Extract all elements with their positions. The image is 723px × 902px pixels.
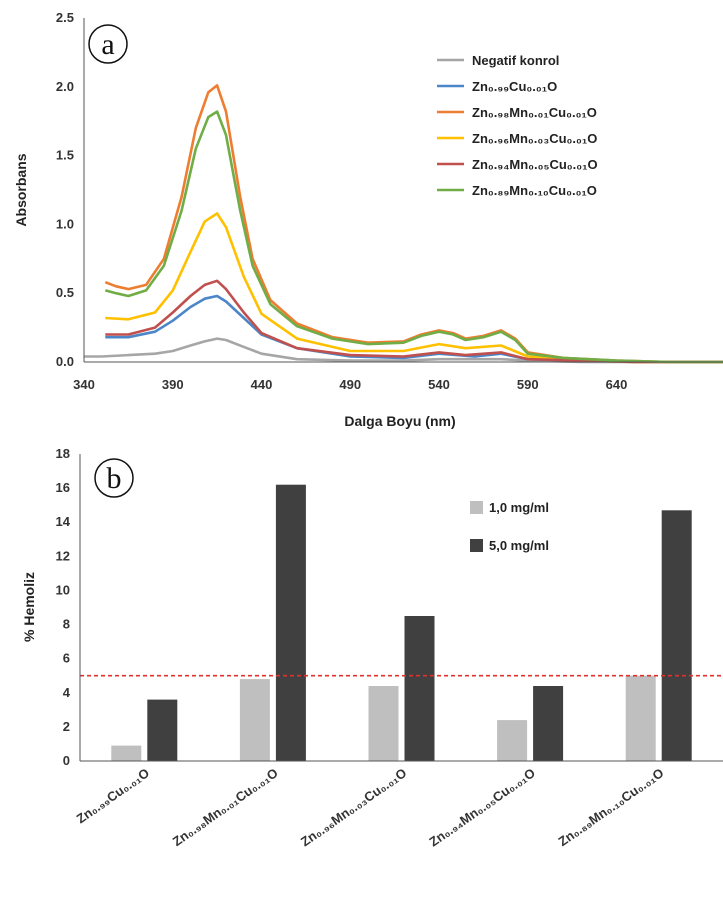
y-tick-label: 1.5 [56, 148, 74, 163]
bar-1-3 [368, 686, 399, 761]
y-tick-label: 18 [56, 446, 70, 461]
series-line-5 [105, 279, 723, 364]
category-label-2: Zn₀.₉₈Mn₀.₀₁Cu₀.₀₁O [170, 765, 281, 849]
series-line-6 [104, 110, 723, 364]
legend-label-4: Zn₀.₉₆Mn₀.₀₃Cu₀.₀₁O [472, 131, 597, 146]
x-tick-label: 340 [73, 377, 95, 392]
legend-label-5: Zn₀.₉₄Mn₀.₀₅Cu₀.₀₁O [472, 157, 598, 172]
x-tick-label: 390 [162, 377, 184, 392]
legend-label-1: Negatif konrol [472, 53, 559, 68]
panel-b-bars [111, 484, 692, 761]
legend-swatch-b-2 [470, 539, 483, 552]
panel-b-label: b [94, 458, 134, 498]
bar-1-4 [497, 720, 528, 761]
x-tick-label: 490 [339, 377, 361, 392]
y-tick-label: 14 [56, 514, 71, 529]
bar-1-1 [111, 745, 142, 761]
bar-2-2 [275, 484, 306, 761]
series-line-1 [84, 337, 723, 364]
y-tick-label: 10 [56, 582, 70, 597]
category-label-3: Zn₀.₉₆Mn₀.₀₃Cu₀.₀₁O [298, 765, 409, 849]
panel-a-legend: Negatif konrol Zn₀.₉₉Cu₀.₀₁O Zn₀.₉₈Mn₀.₀₁C… [437, 53, 598, 198]
panel-b-y-ticks: 0 2 4 6 8 10 12 14 16 18 [56, 446, 71, 768]
y-tick-label: 12 [56, 548, 70, 563]
bar-2-3 [404, 616, 435, 761]
y-tick-label: 4 [63, 685, 71, 700]
series-line-2 [105, 294, 723, 364]
y-tick-label: 1.0 [56, 216, 74, 231]
panel-a-x-ticks: 340 390 440 490 540 590 640 [73, 377, 627, 392]
bar-2-4 [533, 686, 564, 761]
bar-1-5 [625, 675, 656, 761]
x-tick-label: 540 [428, 377, 450, 392]
category-label-4: Zn₀.₉₄Mn₀.₀₅Cu₀.₀₁O [426, 765, 537, 849]
legend-label-3: Zn₀.₉₈Mn₀.₀₁Cu₀.₀₁O [472, 105, 597, 120]
bar-1-2 [239, 679, 270, 761]
panel-a-label: a [88, 24, 128, 64]
panel-b-legend: 1,0 mg/ml 5,0 mg/ml [470, 500, 549, 553]
x-tick-label: 440 [251, 377, 273, 392]
legend-label-2: Zn₀.₉₉Cu₀.₀₁O [472, 79, 557, 94]
legend-swatch-b-1 [470, 501, 483, 514]
category-label-1: Zn₀.₉₉Cu₀.₀₁O [74, 765, 152, 826]
x-tick-label: 590 [517, 377, 539, 392]
panel-b-y-axis-label: % Hemoliz [21, 572, 37, 642]
panel-a-y-ticks: 0.0 0.5 1.0 1.5 2.0 2.5 [56, 10, 74, 369]
panel-a-label-text: a [101, 28, 114, 61]
panel-a: 0.0 0.5 1.0 1.5 2.0 2.5 340 390 440 490 540 590 640… [13, 10, 723, 429]
panel-a-y-axis-label: Absorbans [13, 153, 29, 226]
panel-a-x-axis-label: Dalga Boyu (nm) [344, 413, 455, 429]
y-tick-label: 6 [63, 651, 70, 666]
y-tick-label: 0.5 [56, 285, 74, 300]
legend-label-b-1: 1,0 mg/ml [489, 500, 549, 515]
y-tick-label: 8 [63, 617, 70, 632]
panel-b: 0 2 4 6 8 10 12 14 16 18 Zn₀.₉₉Cu₀.₀₁O Zn₀.₉₈Mn₀.₀… [21, 446, 723, 850]
legend-label-6: Zn₀.₈₉Mn₀.₁₀Cu₀.₀₁O [472, 183, 597, 198]
legend-label-b-2: 5,0 mg/ml [489, 538, 549, 553]
y-tick-label: 2.5 [56, 10, 74, 25]
category-label-5: Zn₀.₈₉Mn₀.₁₀Cu₀.₀₁O [555, 765, 666, 849]
bar-2-1 [147, 699, 178, 761]
series-line-3 [104, 84, 723, 364]
bar-2-5 [661, 510, 692, 761]
y-tick-label: 2 [63, 719, 70, 734]
panel-b-label-text: b [107, 462, 122, 495]
y-tick-label: 0.0 [56, 354, 74, 369]
y-tick-label: 16 [56, 480, 70, 495]
y-tick-label: 0 [63, 753, 70, 768]
x-tick-label: 640 [606, 377, 628, 392]
panel-b-x-ticks: Zn₀.₉₉Cu₀.₀₁O Zn₀.₉₈Mn₀.₀₁Cu₀.₀₁O Zn₀.₉₆Mn… [74, 765, 667, 849]
panel-a-series-lines [84, 84, 723, 364]
y-tick-label: 2.0 [56, 79, 74, 94]
